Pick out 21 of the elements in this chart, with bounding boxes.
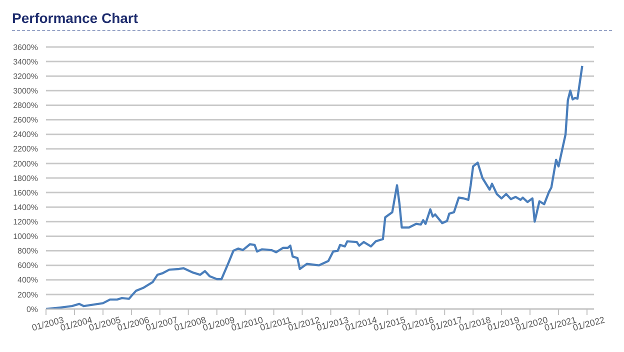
y-tick-label: 3000% — [13, 86, 38, 96]
line-series — [46, 64, 584, 309]
y-tick-label: 3200% — [13, 72, 38, 81]
y-tick-label: 200% — [18, 290, 38, 300]
y-tick-label: 0% — [26, 304, 38, 314]
y-tick-label: 2800% — [13, 101, 38, 110]
y-tick-label: 3600% — [13, 42, 38, 52]
y-tick-label: 3400% — [13, 57, 38, 66]
y-tick-label: 1400% — [13, 202, 38, 212]
y-tick-label: 600% — [18, 261, 38, 270]
y-tick-label: 1600% — [13, 188, 38, 198]
y-tick-label: 1000% — [13, 232, 38, 242]
y-tick-label: 400% — [18, 276, 38, 285]
y-tick-label: 2600% — [13, 116, 38, 125]
y-tick-label: 2200% — [13, 144, 38, 154]
y-tick-label: 2000% — [13, 159, 38, 168]
y-tick-label: 2400% — [13, 130, 38, 140]
y-tick-label: 1200% — [13, 218, 38, 227]
y-tick-label: 800% — [18, 246, 38, 256]
chart-title: Performance Chart — [11, 9, 140, 28]
y-tick-label: 1800% — [13, 174, 38, 183]
